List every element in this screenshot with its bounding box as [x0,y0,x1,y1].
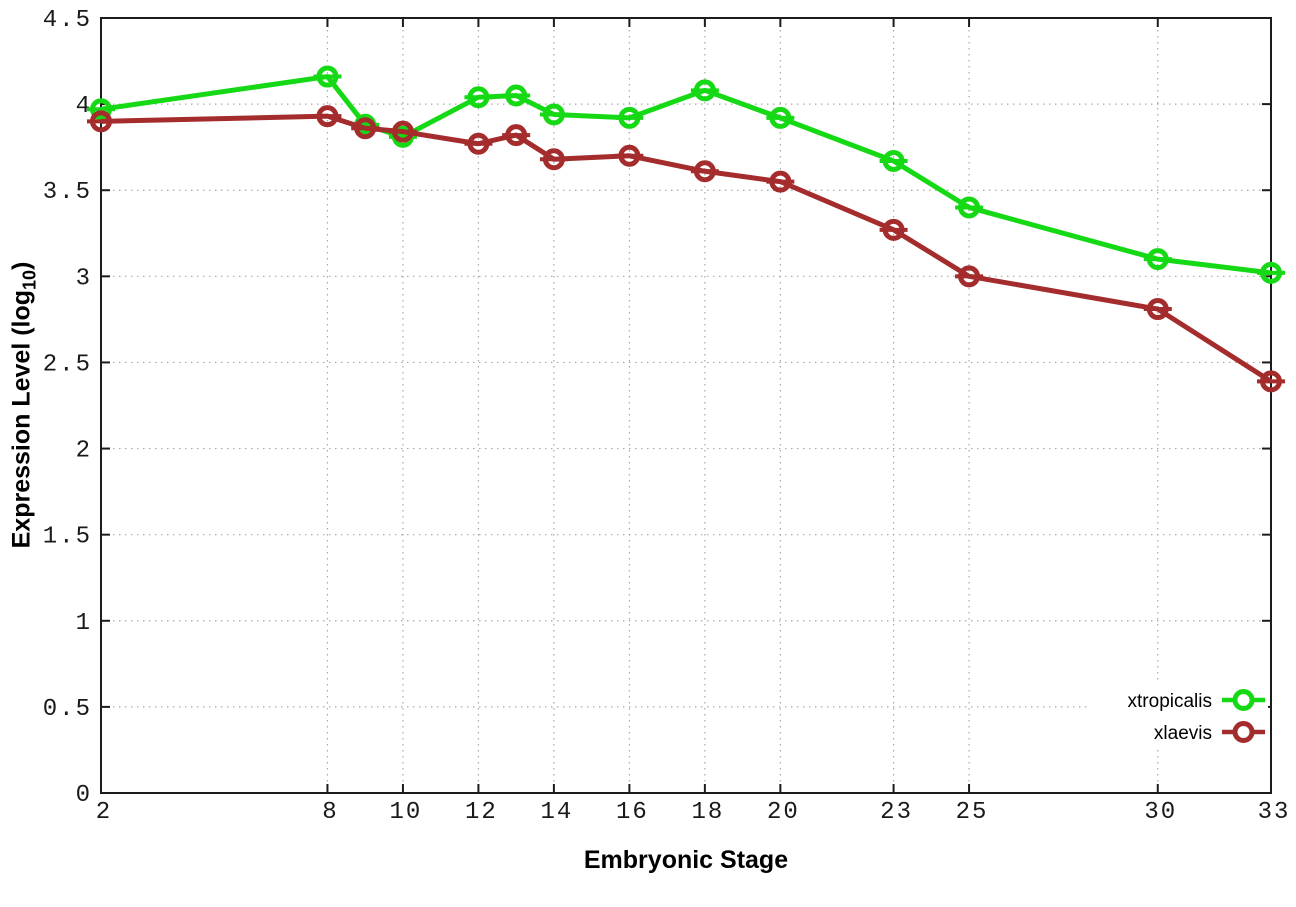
y-tick-label: 0.5 [43,696,92,723]
data-point-marker [1146,298,1169,321]
data-point-marker [958,265,981,288]
y-axis-title-close: ) [7,261,36,270]
y-axis-title-subscript: 10 [19,269,40,290]
x-tick-label: 2 [96,799,112,826]
data-point-marker [90,110,112,133]
x-tick-label: 8 [322,799,338,826]
legend: xtropicalis xlaevis [1090,680,1268,748]
x-tick-label: 12 [465,799,498,826]
x-tick-label: 20 [767,799,800,826]
data-point-marker [90,98,112,121]
x-tick-label: 23 [880,799,913,826]
legend-label: xlaevis [1154,723,1212,744]
legend-marker [1232,721,1255,743]
x-tick-label: 18 [691,799,724,826]
legend-label: xtropicalis [1128,691,1212,712]
legend-marker [1232,689,1255,711]
tick-labels: 2 8 10 12 14 16 18 20 23 25 30 33 0 0.5 1 1.5 2 2.5 3 3.5 4 4… [43,7,1291,826]
data-point-marker [391,120,414,143]
y-tick-label: 3 [76,265,92,292]
data-point-marker [354,117,377,140]
y-tick-label: 4.5 [43,7,92,34]
x-tick-label: 30 [1144,799,1177,826]
y-axis-title-main: Expression Level (log [7,289,36,549]
series-xtropicalis [87,65,1285,284]
y-tick-label: 1 [76,610,92,637]
data-point-marker [542,148,565,171]
data-point-marker [769,106,792,129]
x-tick-label: 16 [616,799,649,826]
data-point-marker [1260,261,1282,284]
data-point-marker [316,105,339,128]
data-point-marker [882,218,905,241]
data-point-marker [882,149,905,172]
data-point-marker [1260,370,1282,393]
y-tick-label: 2 [76,438,92,465]
data-point-marker [316,65,339,88]
data-point-marker [505,84,528,107]
series-xlaevis [87,105,1285,393]
x-tick-label: 14 [540,799,573,826]
x-tick-label: 25 [956,799,989,826]
data-point-marker [542,103,565,126]
gridlines [101,18,1271,793]
data-point-marker [693,79,716,102]
data-point-marker [505,124,528,147]
data-point-marker [467,86,490,109]
y-tick-label: 3.5 [43,179,92,206]
y-tick-label: 1.5 [43,524,92,551]
y-tick-label: 4 [76,93,92,120]
legend-entry-xtropicalis: xtropicalis [1128,689,1265,712]
x-tick-label: 10 [390,799,423,826]
legend-entry-xlaevis: xlaevis [1154,721,1265,744]
data-point-marker [958,196,981,219]
data-point-marker [769,170,792,193]
y-tick-label: 2.5 [43,351,92,378]
data-point-marker [693,160,716,183]
x-axis-title: Embryonic Stage [583,846,789,874]
series-line [100,74,1272,276]
data-point-marker [618,144,641,167]
y-tick-label: 0 [76,782,92,809]
plot-border [100,17,1272,794]
y-axis-title: Expression Level (log10) [8,262,41,549]
data-point-marker [1146,248,1169,271]
data-point-marker [467,132,490,155]
tick-marks [100,17,1272,794]
x-tick-label: 33 [1258,799,1291,826]
data-point-marker [618,106,641,129]
series-line [100,113,1273,384]
